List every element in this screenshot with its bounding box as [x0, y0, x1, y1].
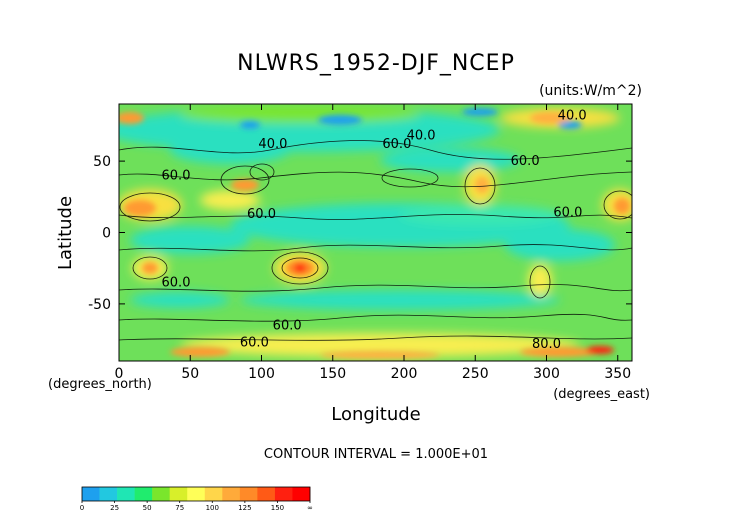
contour-label: 60.0: [382, 137, 411, 152]
contour-label: 60.0: [240, 335, 269, 350]
colorbar-tick-label: 125: [238, 504, 251, 512]
x-tick-label: 0: [115, 366, 124, 382]
x-tick-label: 150: [319, 366, 346, 382]
contour-interval-label: CONTOUR INTERVAL = 1.000E+01: [264, 447, 488, 462]
y-tick-label: 50: [93, 154, 111, 170]
y-tick-label: 0: [102, 226, 111, 242]
colorbar-tick-label: 50: [143, 504, 152, 512]
contour-label: 60.0: [162, 275, 191, 290]
x-tick-label: 200: [391, 366, 418, 382]
y-unit-label: (degrees_north): [48, 377, 152, 392]
colorbar-swatch: [134, 487, 153, 501]
contour-label: 40.0: [558, 108, 587, 123]
colorbar-tick-label: 25: [110, 504, 119, 512]
x-tick-label: 300: [533, 366, 560, 382]
colorbar-swatch: [169, 487, 188, 501]
colorbar: [81, 486, 311, 502]
x-axis-ticks: 0 50 100 150 200 250 300 350: [115, 104, 631, 382]
colorbar-labels: 0 25 50 75 100 125 150 ∞: [80, 501, 313, 512]
contour-label: 60.0: [162, 168, 191, 183]
colorbar-swatch: [292, 487, 311, 501]
x-axis-title: Longitude: [331, 404, 421, 425]
x-tick-label: 250: [462, 366, 489, 382]
colorbar-tick-label: ∞: [307, 504, 313, 512]
colorbar-swatch: [187, 487, 206, 501]
colorbar-frame: [81, 486, 311, 502]
colorbar-swatch: [99, 487, 118, 501]
contour-label: 60.0: [273, 318, 302, 333]
colorbar-swatch: [82, 487, 100, 501]
colorbar-swatch: [239, 487, 258, 501]
contour-label: 40.0: [407, 128, 436, 143]
contour-label: 60.0: [553, 206, 582, 221]
colorbar-tick-label: 75: [175, 504, 184, 512]
colorbar-swatch: [274, 487, 293, 501]
y-tick-label: -50: [88, 297, 111, 313]
x-tick-label: 100: [248, 366, 275, 382]
contour-label: 60.0: [247, 207, 276, 222]
colorbar-tick-label: 100: [206, 504, 219, 512]
colorbar-swatch: [222, 487, 241, 501]
x-tick-label: 350: [604, 366, 631, 382]
x-unit-label: (degrees_east): [553, 387, 650, 402]
colorbar-swatch: [257, 487, 276, 501]
colorbar-swatch: [204, 487, 223, 501]
y-axis-ticks: 50 0 -50: [88, 154, 632, 313]
x-tick-label: 50: [181, 366, 199, 382]
contour-field: 40.040.040.060.060.060.060.0 60.060.060.0…: [119, 104, 632, 361]
units-label: (units:W/m^2): [539, 83, 642, 99]
contour-label: 40.0: [258, 137, 287, 152]
colorbar-tick-label: 150: [271, 504, 284, 512]
contour-labels: 40.040.040.060.060.060.060.0 60.060.060.0…: [162, 108, 587, 351]
colorbar-tick-label: 0: [80, 504, 84, 512]
y-axis-title: Latitude: [55, 196, 76, 270]
contour-label: 80.0: [532, 337, 561, 352]
colorbar-swatch: [117, 487, 135, 501]
contour-label: 60.0: [511, 154, 540, 169]
chart-title: NLWRS_1952-DJF_NCEP: [237, 51, 515, 76]
colorbar-swatch: [152, 487, 170, 501]
